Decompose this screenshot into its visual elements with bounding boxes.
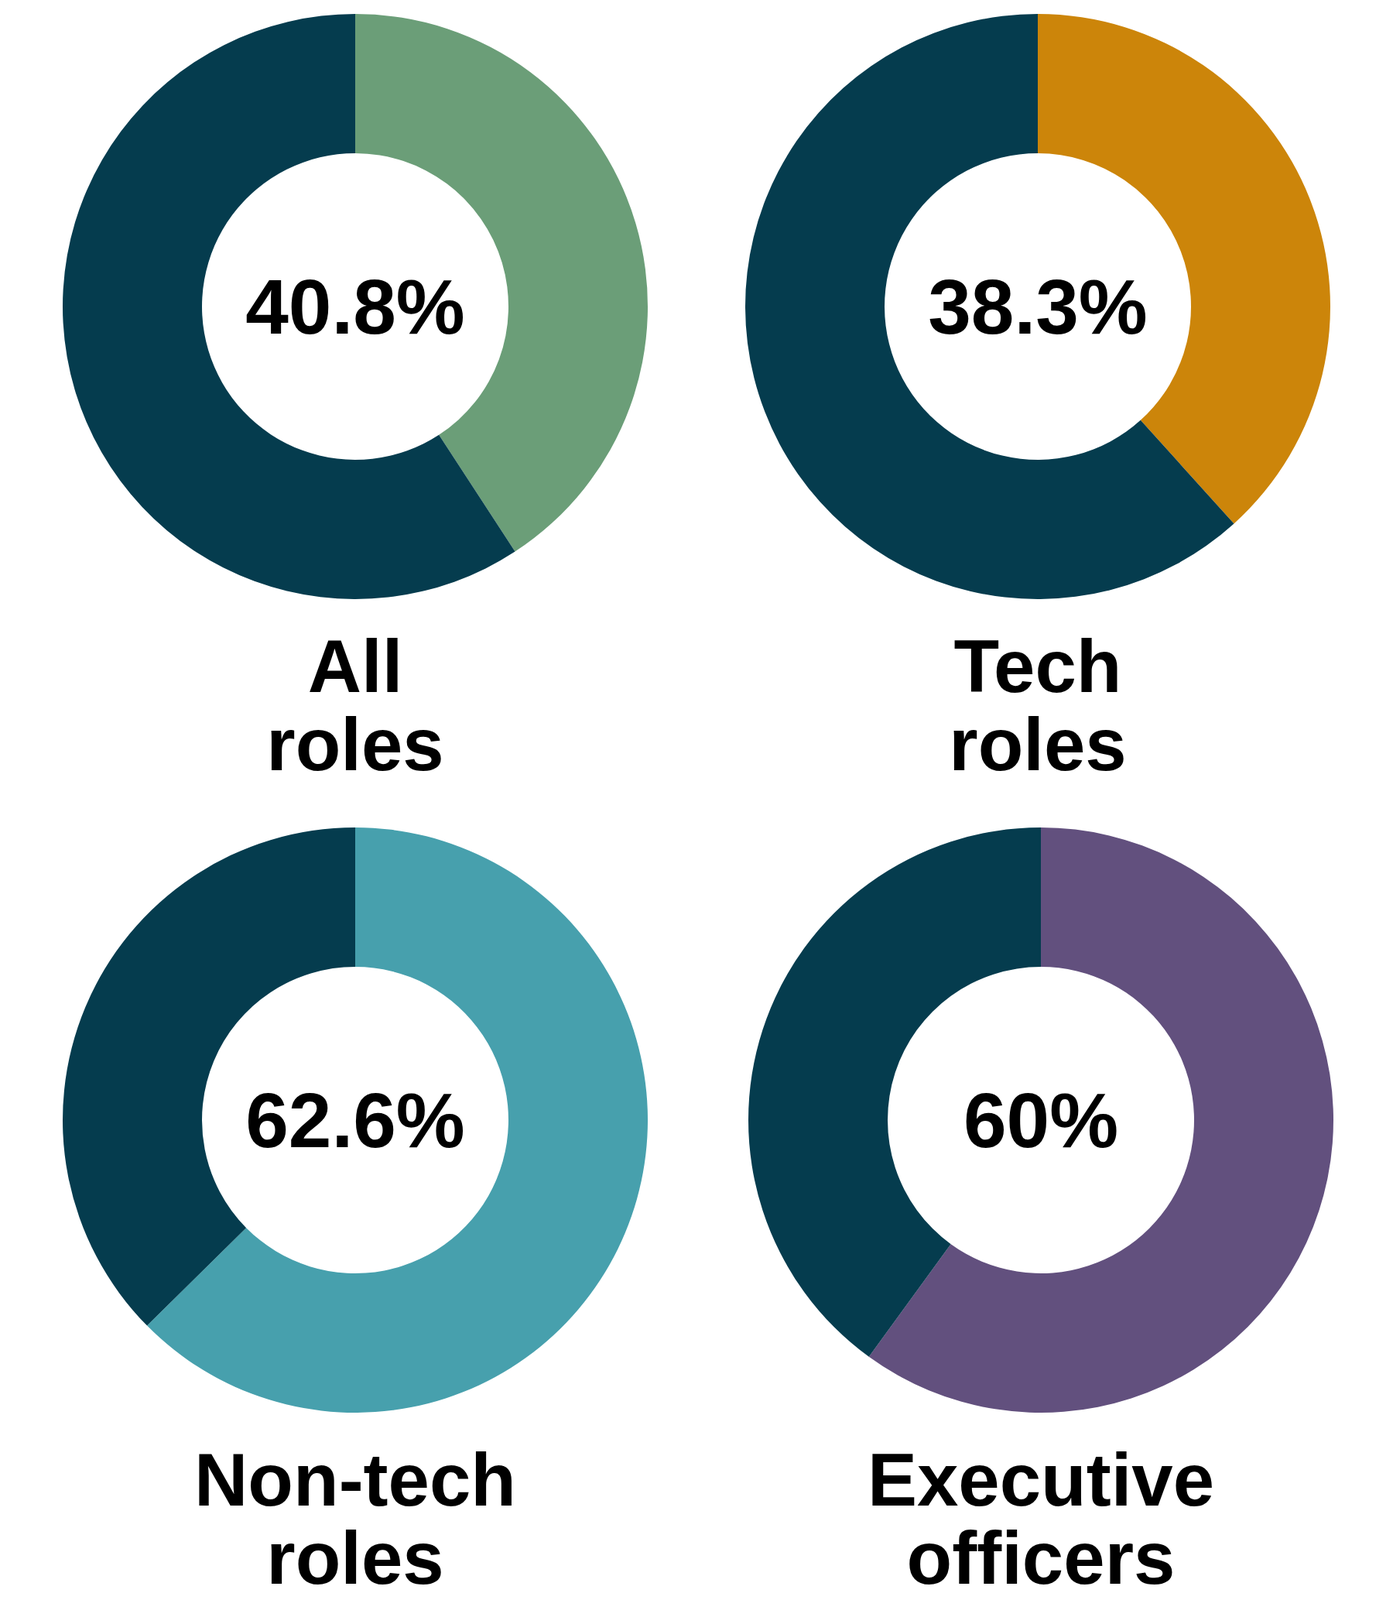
slices	[62, 827, 648, 1413]
slices	[62, 13, 648, 599]
slices	[745, 13, 1331, 599]
slices	[748, 827, 1334, 1413]
chart-title: Allroles	[266, 624, 444, 786]
donut-chart: 40.8% Allroles	[62, 13, 648, 786]
data-label: 40.8%	[245, 263, 466, 350]
chart-title: Techroles	[948, 624, 1127, 786]
donut-chart: 60% Executiveofficers	[748, 827, 1334, 1599]
chart-canvas: 40.8% Allroles 38.3% Techroles 62.6% Non-tech…	[0, 0, 1393, 1600]
data-label: 38.3%	[927, 263, 1148, 350]
donut-slice	[745, 13, 1235, 599]
donut-chart: 62.6% Non-techroles	[62, 827, 648, 1599]
data-label: 62.6%	[245, 1076, 466, 1164]
donut-chart: 38.3% Techroles	[745, 13, 1331, 786]
chart-title: Non-techroles	[194, 1437, 517, 1599]
chart-title: Executiveofficers	[867, 1437, 1215, 1599]
donut-slice	[62, 13, 516, 599]
data-label: 60%	[963, 1076, 1119, 1164]
